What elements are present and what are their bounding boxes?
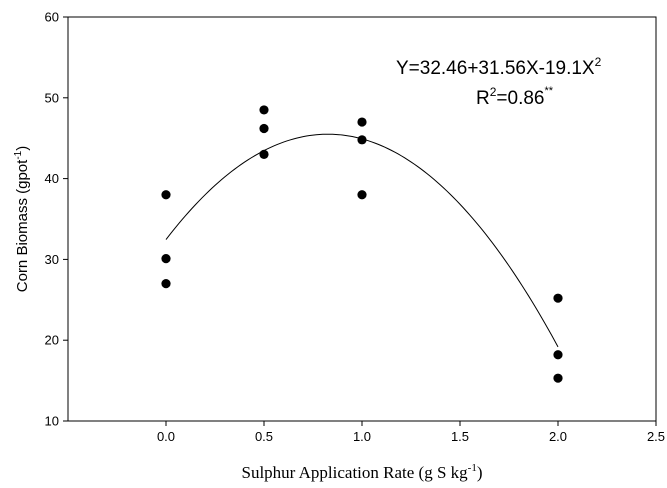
y-tick-label: 60 [45, 10, 59, 25]
data-point [553, 293, 563, 303]
data-point [357, 117, 367, 127]
x-tick-label: 0.0 [157, 429, 175, 444]
y-tick-label: 20 [45, 333, 59, 348]
y-tick-label: 30 [45, 252, 59, 267]
y-tick-label: 40 [45, 171, 59, 186]
x-axis-title-sup: -1 [468, 462, 477, 474]
data-point [161, 190, 171, 200]
equation-main: Y=32.46+31.56X-19.1X [396, 58, 595, 79]
y-axis-title: Corn Biomass (gpot-1) [13, 146, 31, 292]
data-point [553, 350, 563, 360]
x-tick-label: 2.0 [549, 429, 567, 444]
r2-value: =0.86 [496, 88, 544, 109]
data-point [161, 253, 171, 264]
x-axis-title-main: Sulphur Application Rate (g S kg [241, 463, 468, 482]
x-axis: 0.0 0.5 1.0 1.5 2.0 2.5 [157, 421, 665, 444]
x-tick-label: 0.5 [255, 429, 273, 444]
y-tick-label: 10 [45, 414, 59, 429]
r-squared-label: R2=0.86** [476, 85, 554, 109]
data-point [161, 279, 171, 289]
data-point [553, 373, 563, 383]
data-point [259, 123, 269, 134]
data-points [161, 105, 563, 383]
y-axis-title-main: Corn Biomass (gpot [14, 159, 31, 292]
quadratic-fit-curve [165, 133, 559, 348]
r2-exponent: 2 [490, 85, 497, 99]
x-tick-label: 1.5 [451, 429, 469, 444]
data-point [357, 190, 367, 200]
y-axis-title-tail: ) [14, 146, 31, 151]
y-axis-title-sup: -1 [13, 150, 24, 159]
equation-exponent: 2 [595, 55, 602, 69]
regression-equation: Y=32.46+31.56X-19.1X2 [396, 55, 602, 79]
x-axis-title: Sulphur Application Rate (g S kg-1) [241, 462, 482, 482]
x-axis-title-tail: ) [477, 463, 483, 482]
x-tick-label: 2.5 [647, 429, 665, 444]
data-point [357, 135, 367, 145]
data-point [259, 149, 269, 159]
data-point [259, 105, 269, 115]
x-tick-label: 1.0 [353, 429, 371, 444]
r2-significance: ** [545, 85, 554, 97]
y-axis: 10 20 30 40 50 60 [45, 10, 68, 429]
r2-prefix: R [476, 88, 490, 109]
y-tick-label: 50 [45, 90, 59, 105]
